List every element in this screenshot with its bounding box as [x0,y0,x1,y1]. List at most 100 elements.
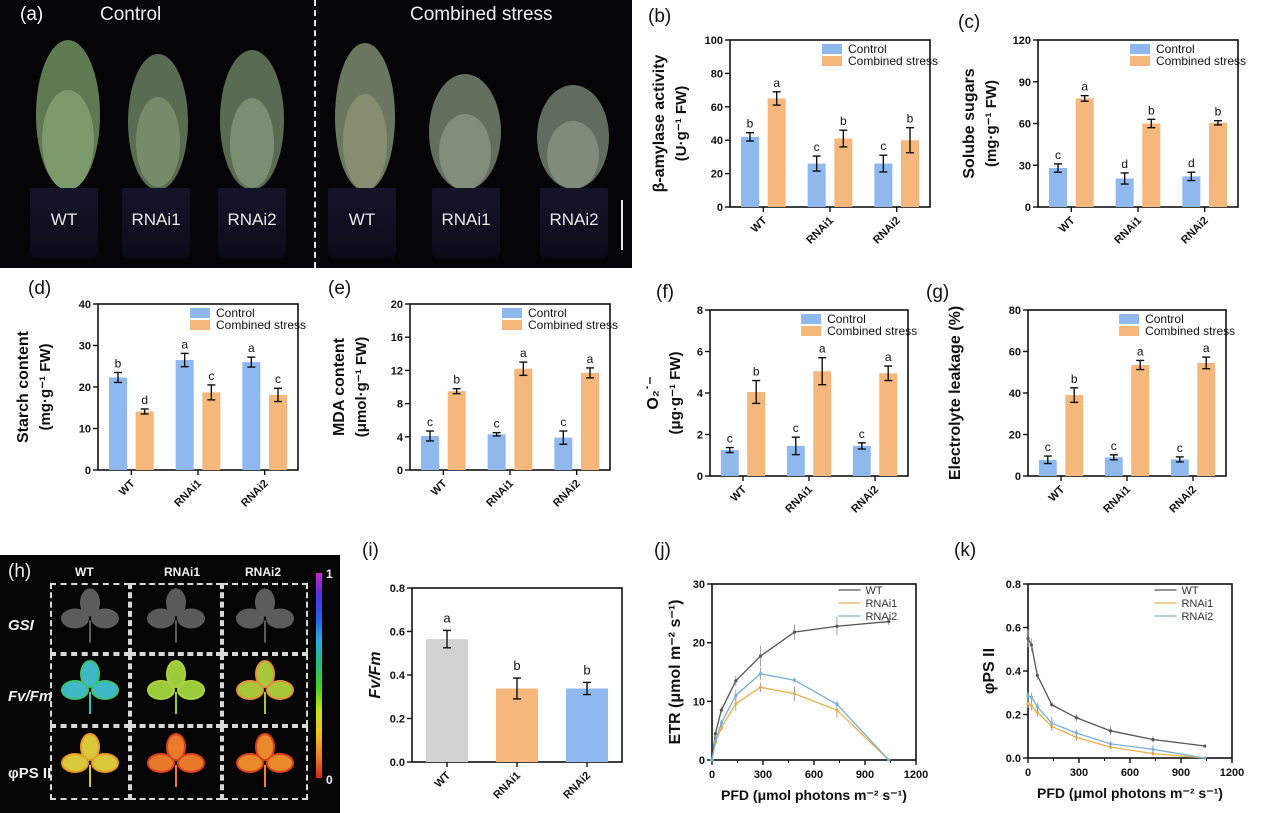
point-rnai2 [1026,694,1030,698]
significance-letter: c [560,415,566,429]
colorbar-min-label: 0 [326,773,333,787]
bar-wt [426,639,468,762]
y-tick-label: 120 [1013,35,1031,47]
significance-letter: a [773,76,780,90]
bar-combined-stress-rnai2 [879,373,898,476]
scale-bar [621,200,623,250]
point-wt [1035,673,1039,677]
y-tick-label: 20 [79,382,91,394]
y-tick-label: 0.2 [390,714,405,726]
bar-control-rnai1 [1115,178,1134,207]
bar-control-rnai2 [1170,459,1189,476]
significance-letter: d [1188,156,1195,170]
legend-label: Combined stress [528,318,618,332]
bar-control-rnai1 [175,360,194,470]
legend-label: Control [848,42,887,56]
chart-phi-psii: 0.0 0.2 0.4 0.6 0.8 φPS II 0 300 600 900 1200 PFD (… [981,579,1244,801]
leaf-cell-rnai1-row1 [130,583,222,654]
significance-letter: c [275,372,281,386]
y-tick-label: 0.8 [1006,579,1021,591]
y-axis-unit: (μmol·g⁻¹ FW) [353,337,370,437]
significance-letter: b [753,365,760,379]
y-tick-label: 0.6 [1006,623,1021,635]
significance-letter: c [727,432,733,446]
trifoliate-leaf-icon [147,588,205,643]
point-rnai1 [1108,745,1113,749]
bar-control-wt [741,136,759,207]
point-rnai2 [1029,695,1033,699]
x-tick-label: RNAi1 [491,770,523,802]
leaf-cell-wt-row3 [50,726,130,800]
panel-label-j: (j) [654,540,671,561]
significance-letter: a [819,342,826,356]
significance-letter: b [1148,103,1155,117]
y-tick-label: 0.4 [390,670,406,682]
significance-letter: c [427,415,433,429]
legend-label: Control [1145,312,1184,326]
point-rnai2 [758,672,763,676]
point-rnai2 [1050,721,1054,725]
point-wt [713,732,717,736]
x-tick-label: WT [1057,214,1078,235]
significance-letter: a [181,337,188,351]
point-rnai1 [1026,702,1030,706]
point-rnai2 [887,758,891,762]
x-tick-label: 600 [1121,767,1139,779]
legend-swatch [190,320,210,330]
x-tick-label: RNAi1 [172,478,204,510]
y-tick-label: 30 [1019,160,1031,172]
legend-label: Control [1156,42,1195,56]
point-wt [1203,744,1207,748]
significance-letter: b [583,662,590,677]
bar-combined-stress-rnai1 [813,371,832,476]
bar-control-rnai2 [1182,176,1201,207]
trifoliate-leaf-icon [147,733,205,787]
legend-swatch [822,44,842,54]
y-tick-label: 0 [397,465,403,477]
significance-letter: a [248,341,255,355]
y-axis-title: Electrolyte leakage (%) [947,306,964,480]
significance-letter: a [885,350,892,364]
legend-label: RNAi1 [1181,598,1213,610]
fluorescence-image-panel: (h) WT RNAi1 RNAi2 GSI Fv/Fm φPS II 1 0 [0,555,340,813]
point-rnai2 [1108,742,1113,746]
significance-letter: c [814,140,820,154]
y-tick-label: 0 [717,202,723,214]
pot-label: WT [348,210,376,229]
bar-combined-stress-wt [135,411,154,470]
y-tick-label: 20 [391,299,403,311]
x-tick-label: RNAi1 [783,484,815,516]
chart-etr: 0 10 20 30 ETR (μmol m⁻² s⁻¹) 0 300 600 900 1200 P… [667,579,928,803]
y-axis-title: Fv/Fm [367,651,384,698]
x-tick-label: RNAi1 [804,215,836,247]
leaf-cell-rnai2-row3 [222,726,308,800]
y-axis-title: β-amylase activity [651,54,668,192]
point-rnai2 [734,693,738,698]
y-tick-label: 0 [85,465,91,477]
plant-wt-stress [335,43,395,191]
pot-label: RNAi2 [227,210,277,229]
point-rnai2 [710,758,714,762]
y-tick-label: 0.0 [1006,753,1021,765]
significance-letter: c [880,139,886,153]
legend-label: Combined stress [1145,324,1235,338]
bar-combined-stress-rnai2 [1209,122,1227,207]
trifoliate-leaf-icon [236,660,294,714]
point-wt [1029,643,1033,647]
trifoliate-leaf-icon [61,588,119,643]
chart-fv-fm: 0.0 0.2 0.4 0.6 0.8 Fv/Fm a b b WT RNAi1 RNAi2 [367,583,623,802]
significance-letter: a [520,346,527,360]
panel-label-b: (b) [648,6,672,27]
bar-combined-stress-rnai2 [269,394,287,470]
legend-swatch [801,314,822,324]
bar-control-rnai2 [554,437,573,470]
y-axis-title: O₂˙⁻ [645,376,662,409]
y-tick-label: 0.6 [390,627,405,639]
significance-letter: c [1177,441,1183,455]
legend-label: Combined stress [1156,54,1246,68]
point-rnai2 [713,739,717,743]
line-rnai1 [711,686,890,761]
point-rnai2 [1074,731,1079,735]
panel-label-c: (c) [958,12,981,33]
y-tick-label: 8 [397,399,403,411]
